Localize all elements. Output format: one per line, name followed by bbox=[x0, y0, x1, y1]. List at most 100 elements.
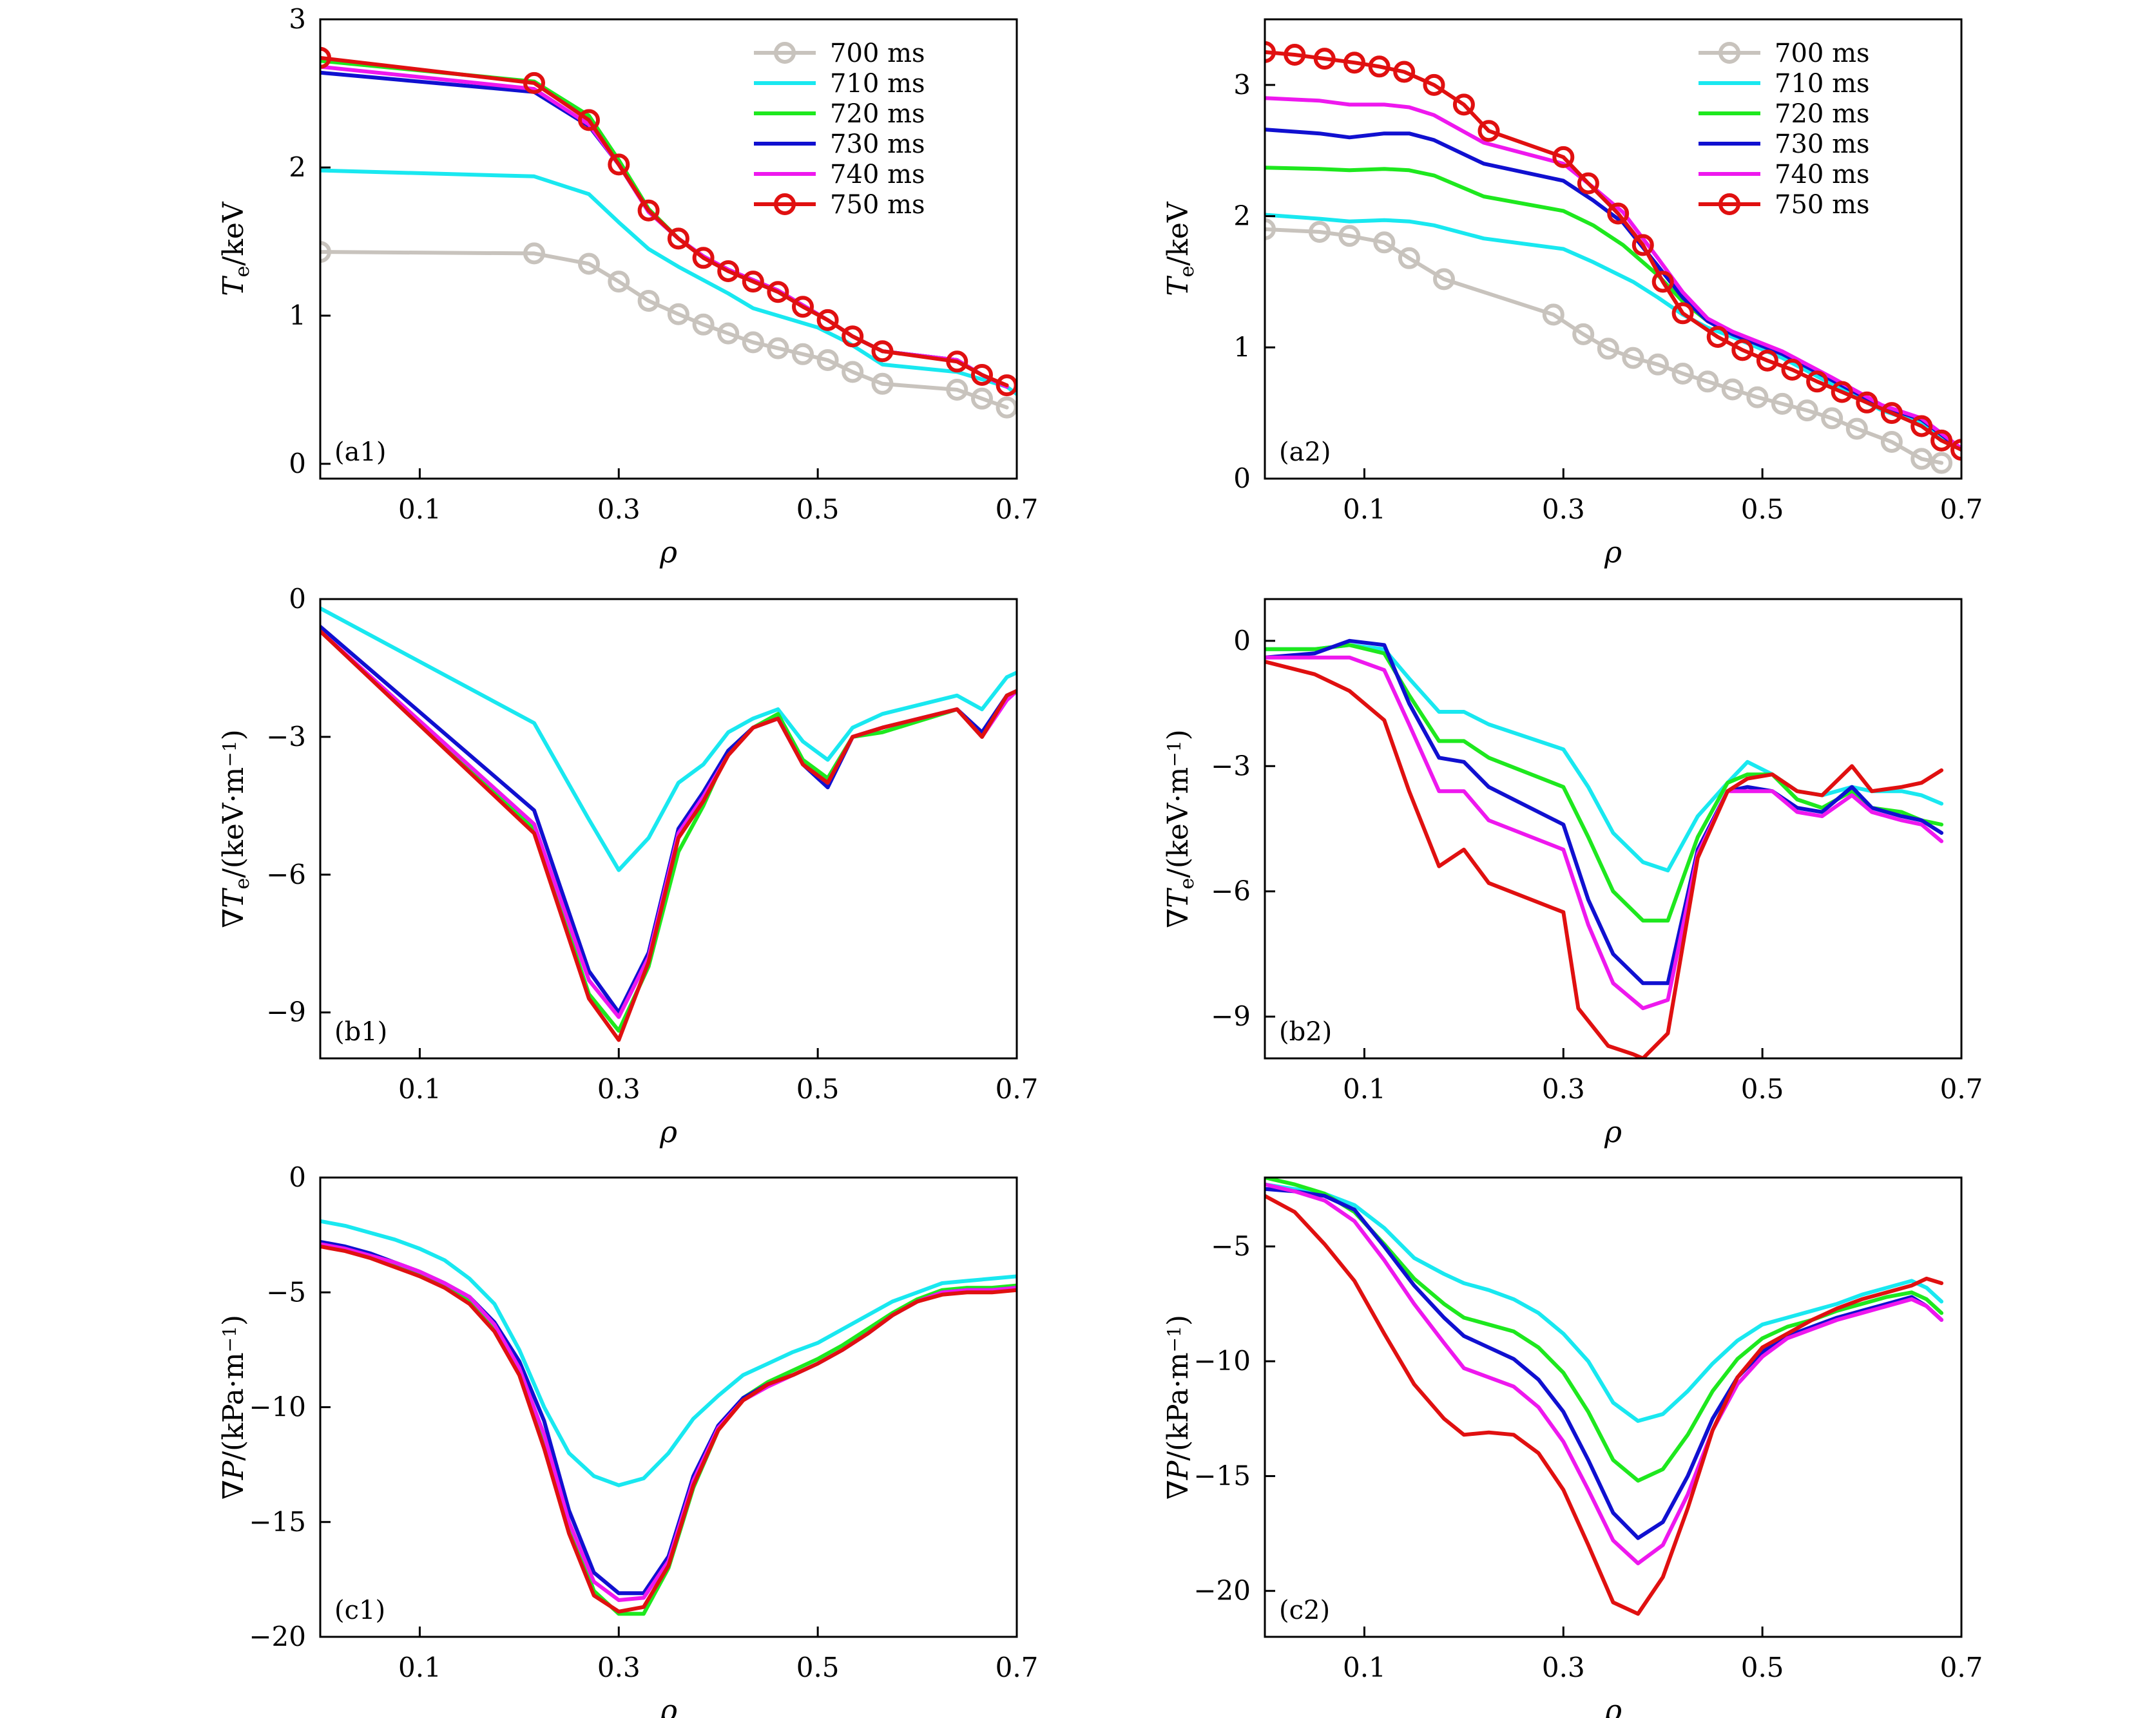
data-point-a2-0 bbox=[1746, 386, 1769, 408]
plot-area-b2 bbox=[1265, 638, 1944, 1058]
y-tick-label-a2-1: 1 bbox=[1233, 331, 1251, 363]
data-point-a1-5 bbox=[871, 340, 894, 363]
x-axis-label-b2: ρ bbox=[1604, 1114, 1622, 1149]
legend-label-a2-0: 700 ms bbox=[1775, 39, 1870, 68]
series-line-c1-3 bbox=[320, 1242, 1017, 1602]
series-line-b1-4 bbox=[320, 629, 1017, 1042]
y-tick-label-b1-3: −9 bbox=[266, 997, 306, 1028]
data-point-a2-5 bbox=[1781, 358, 1804, 381]
data-point-a2-5 bbox=[1631, 234, 1654, 256]
data-point-a1-5 bbox=[717, 260, 740, 282]
x-axis-label-a1: ρ bbox=[659, 535, 677, 569]
data-point-a2-0 bbox=[1622, 347, 1644, 369]
data-point-a2-5 bbox=[1368, 55, 1391, 78]
data-point-a1-5 bbox=[637, 199, 660, 222]
series-line-b2-4 bbox=[1265, 660, 1944, 1058]
panel-tag-b1: (b1) bbox=[334, 1017, 387, 1047]
data-point-a2-5 bbox=[1577, 172, 1599, 195]
y-tick-label-c2-0: −5 bbox=[1211, 1230, 1251, 1262]
panel-tag-a1: (a1) bbox=[334, 437, 387, 467]
data-point-a1-5 bbox=[320, 46, 331, 69]
y-tick-label-a1-1: 1 bbox=[289, 300, 306, 331]
plot-area-a2 bbox=[1265, 41, 1961, 474]
y-tick-label-a1-3: 3 bbox=[289, 3, 306, 35]
data-point-a2-5 bbox=[1313, 48, 1336, 70]
y-tick-label-b2-2: −6 bbox=[1211, 875, 1251, 907]
plot-area-c2 bbox=[1265, 1178, 1944, 1616]
y-tick-label-c1-3: −15 bbox=[249, 1506, 306, 1538]
y-tick-label-c1-0: 0 bbox=[289, 1161, 306, 1193]
y-tick-label-c2-2: −15 bbox=[1193, 1460, 1251, 1491]
data-point-a1-0 bbox=[667, 303, 689, 325]
series-line-a2-5 bbox=[1265, 50, 1961, 452]
data-point-a2-5 bbox=[1265, 41, 1276, 63]
series-line-a2-4 bbox=[1265, 96, 1961, 451]
data-point-a1-5 bbox=[742, 271, 764, 293]
legend-label-a2-5: 750 ms bbox=[1775, 190, 1870, 220]
data-point-a2-0 bbox=[1572, 323, 1595, 345]
data-point-a2-5 bbox=[1651, 271, 1674, 293]
panel-tag-c2: (c2) bbox=[1279, 1596, 1330, 1625]
y-tick-label-a2-2: 2 bbox=[1233, 200, 1251, 232]
legend-label-a1-2: 720 ms bbox=[830, 99, 925, 129]
x-tick-label-a2-1: 0.3 bbox=[1542, 493, 1585, 525]
data-point-a1-5 bbox=[578, 109, 600, 131]
data-point-a2-0 bbox=[1647, 353, 1669, 376]
panel-tag-a2: (a2) bbox=[1279, 437, 1331, 467]
series-line-b1-1 bbox=[320, 629, 1017, 1033]
legend-marker-a1-0 bbox=[774, 42, 796, 64]
series-line-c1-0 bbox=[320, 1219, 1017, 1487]
y-axis-label-a2: Te/keV bbox=[1162, 201, 1198, 296]
x-tick-label-b2-1: 0.3 bbox=[1542, 1073, 1585, 1105]
x-tick-label-c1-1: 0.3 bbox=[597, 1652, 640, 1683]
panel-tag-b2: (b2) bbox=[1279, 1017, 1332, 1047]
data-point-a2-5 bbox=[1452, 93, 1475, 116]
legend-label-a2-1: 710 ms bbox=[1775, 69, 1870, 99]
y-tick-label-b1-0: 0 bbox=[289, 583, 306, 615]
legend-label-a2-3: 730 ms bbox=[1775, 129, 1870, 159]
y-tick-label-a2-0: 0 bbox=[1233, 463, 1251, 494]
legend-label-a1-5: 750 ms bbox=[830, 190, 925, 220]
y-tick-label-b2-3: −9 bbox=[1211, 1000, 1251, 1032]
data-point-a2-0 bbox=[1542, 303, 1564, 326]
x-axis-label-c1: ρ bbox=[659, 1693, 677, 1718]
data-point-a2-0 bbox=[1338, 225, 1361, 247]
y-tick-label-c1-1: −5 bbox=[266, 1276, 306, 1308]
y-tick-label-a2-3: 3 bbox=[1233, 69, 1251, 100]
y-tick-label-b2-0: 0 bbox=[1233, 625, 1251, 656]
x-tick-label-b1-2: 0.5 bbox=[796, 1073, 840, 1105]
data-point-a2-5 bbox=[1911, 415, 1933, 437]
y-tick-label-a1-0: 0 bbox=[289, 448, 306, 479]
y-tick-label-c2-3: −20 bbox=[1193, 1575, 1251, 1607]
data-point-a1-5 bbox=[842, 325, 864, 348]
data-point-a1-0 bbox=[523, 242, 545, 265]
data-point-a2-5 bbox=[1806, 370, 1829, 393]
data-point-a1-0 bbox=[871, 372, 894, 395]
x-axis-label-a2: ρ bbox=[1604, 535, 1622, 569]
legend-label-a2-2: 720 ms bbox=[1775, 99, 1870, 129]
y-tick-label-c1-2: −10 bbox=[249, 1391, 306, 1423]
data-point-a2-5 bbox=[1607, 202, 1630, 225]
data-point-a2-5 bbox=[1831, 381, 1853, 403]
legend-label-a1-4: 740 ms bbox=[830, 160, 925, 189]
x-tick-label-a2-0: 0.1 bbox=[1343, 493, 1386, 525]
data-point-a2-5 bbox=[1671, 302, 1694, 325]
data-point-a2-0 bbox=[1721, 378, 1744, 401]
data-point-a1-0 bbox=[637, 290, 660, 312]
data-point-a1-0 bbox=[717, 322, 740, 345]
data-point-a1-0 bbox=[792, 343, 814, 365]
series-line-b2-3 bbox=[1265, 655, 1944, 1011]
series-line-b2-2 bbox=[1265, 638, 1944, 986]
y-tick-label-b1-1: −3 bbox=[266, 721, 306, 752]
series-line-c2-4 bbox=[1265, 1194, 1944, 1616]
data-point-a2-5 bbox=[1731, 339, 1754, 361]
data-point-a2-5 bbox=[1950, 439, 1961, 461]
data-point-a2-0 bbox=[1433, 268, 1455, 291]
series-line-c2-2 bbox=[1265, 1187, 1944, 1540]
x-tick-label-c1-2: 0.5 bbox=[796, 1652, 840, 1683]
y-axis-label-c2: ∇P/(kPa·m−1) bbox=[1162, 1315, 1195, 1500]
series-line-b1-2 bbox=[320, 624, 1017, 1015]
data-point-a2-5 bbox=[1880, 402, 1903, 425]
